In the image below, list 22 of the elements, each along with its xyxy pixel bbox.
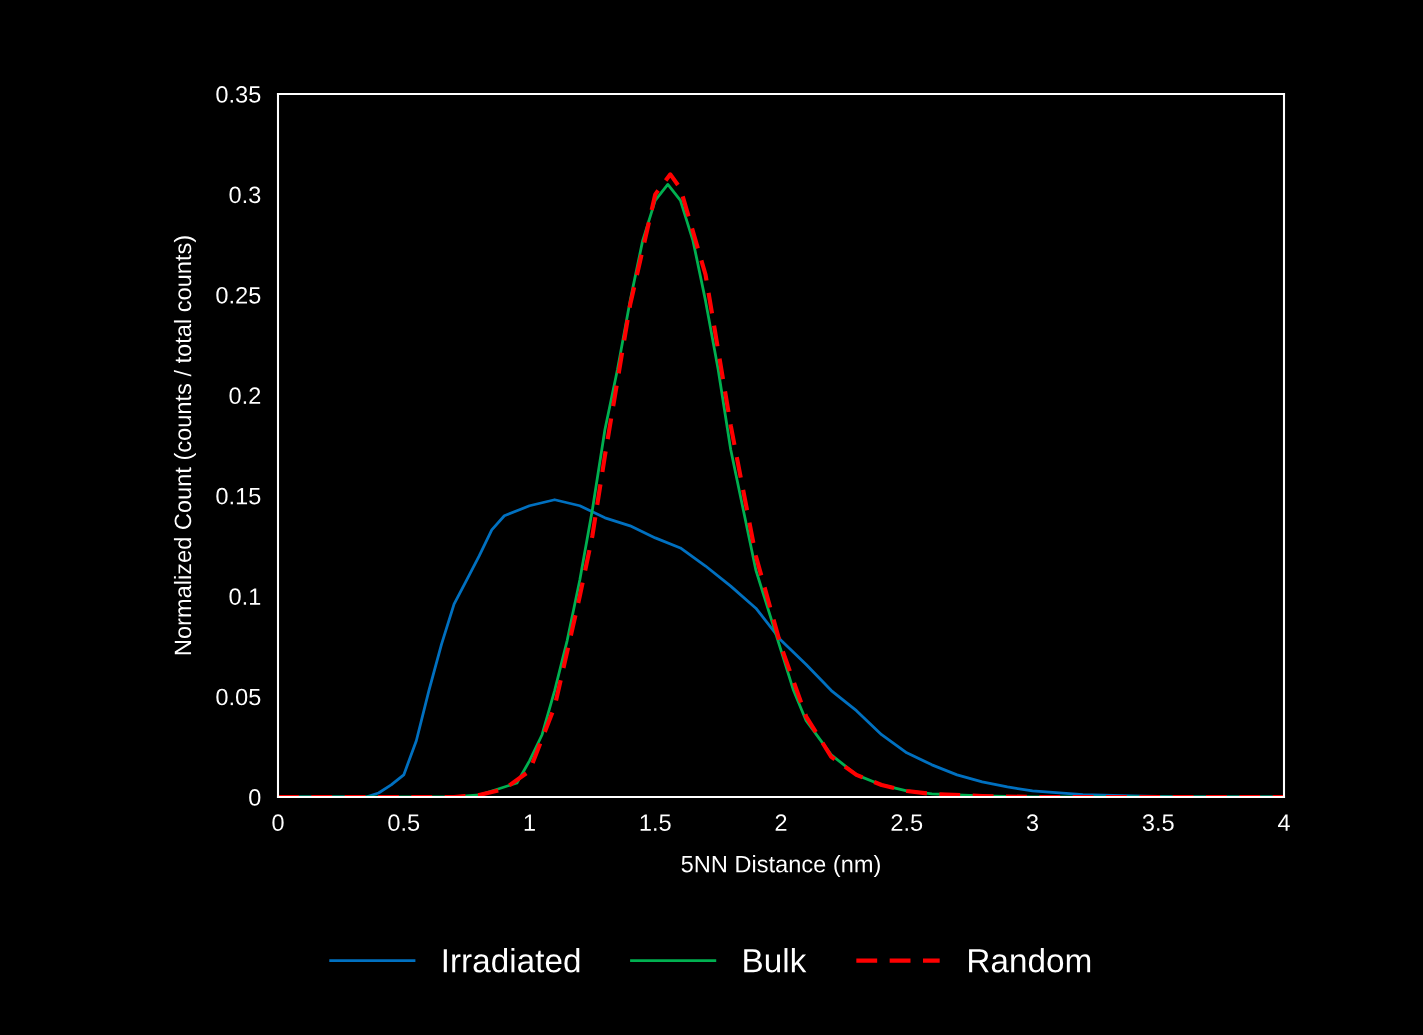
x-tick-label: 0	[272, 814, 284, 832]
y-tick-label: 0.35	[216, 86, 261, 103]
y-tick-label: 0.25	[216, 286, 261, 304]
y-tick-label: 0.05	[216, 688, 261, 706]
legend-label: Irradiated	[443, 948, 580, 973]
x-tick-label: 1	[524, 814, 535, 831]
y-axis-title: Normalized Count (counts / total counts)	[173, 236, 196, 655]
y-tick-label: 0.1	[229, 588, 261, 605]
x-tick-label: 0.5	[388, 814, 420, 832]
x-tick-label: 4	[1277, 814, 1290, 831]
x-tick-label: 2	[775, 814, 787, 831]
legend-label: Random	[969, 948, 1091, 973]
x-axis-title: 5NN Distance (nm)	[681, 855, 880, 878]
x-tick-label: 2.5	[891, 814, 923, 832]
legend-label: Bulk	[744, 948, 807, 973]
y-tick-label: 0.15	[216, 487, 261, 505]
y-tick-label: 0.3	[229, 186, 261, 204]
x-tick-label: 1.5	[640, 814, 671, 832]
y-tick-label: 0.2	[229, 387, 261, 405]
x-tick-label: 3	[1026, 814, 1039, 832]
y-tick-label: 0	[249, 789, 261, 806]
x-tick-label: 3.5	[1142, 814, 1174, 832]
